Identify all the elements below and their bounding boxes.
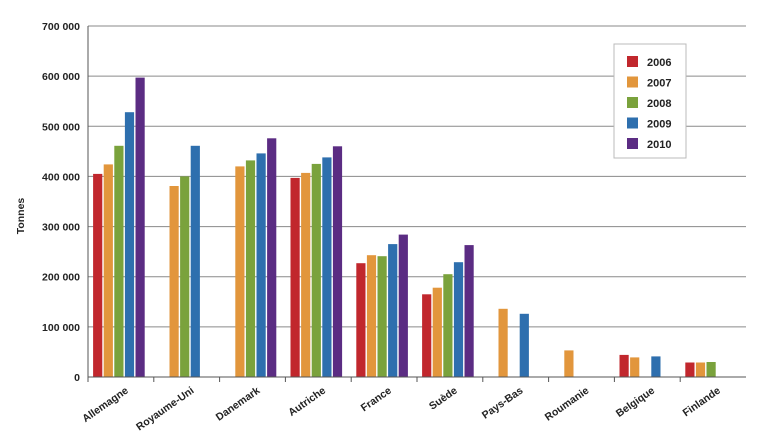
bar-2008-royaume-uni bbox=[180, 176, 190, 377]
bar-2006-allemagne bbox=[93, 173, 103, 377]
x-category-label: Roumanie bbox=[543, 385, 592, 424]
y-tick-label: 400 000 bbox=[42, 171, 80, 183]
bar-2007-danemark bbox=[235, 166, 245, 377]
bar-2007-finlande bbox=[695, 362, 706, 377]
bar-2009-autriche bbox=[322, 157, 332, 377]
legend-label-2006: 2006 bbox=[647, 57, 671, 69]
bar-2009-suède bbox=[453, 262, 464, 377]
bar-2009-danemark bbox=[256, 153, 266, 377]
x-category-label: Allemagne bbox=[80, 385, 131, 425]
x-category-label: Belgique bbox=[614, 385, 657, 420]
legend-box bbox=[613, 43, 687, 159]
x-category-label: Danemark bbox=[214, 385, 263, 424]
legend-swatch-2009 bbox=[627, 117, 638, 129]
bar-2006-autriche bbox=[290, 177, 300, 377]
bar-2009-belgique bbox=[651, 356, 661, 377]
legend-label-2010: 2010 bbox=[647, 139, 671, 151]
bar-2007-autriche bbox=[301, 172, 311, 377]
legend-label-2008: 2008 bbox=[647, 98, 671, 110]
y-tick-label: 0 bbox=[74, 372, 80, 384]
bar-2006-belgique bbox=[619, 354, 629, 377]
y-tick-label: 700 000 bbox=[42, 21, 80, 33]
bar-2008-autriche bbox=[311, 163, 321, 377]
legend-swatch-2008 bbox=[627, 97, 638, 108]
bar-2008-suède bbox=[443, 274, 453, 377]
y-axis-label: Tonnes bbox=[15, 198, 27, 235]
bar-2009-allemagne bbox=[124, 112, 135, 377]
bar-2010-france bbox=[398, 234, 408, 377]
y-axis-ticks: 0 100 000 200 000 300 000 400 000 500 000 600 … bbox=[42, 21, 80, 384]
y-tick-label: 500 000 bbox=[42, 121, 80, 133]
legend: 2006 2007 2008 2009 2010 bbox=[613, 43, 687, 159]
bar-2007-belgique bbox=[630, 357, 640, 377]
legend-swatch-2006 bbox=[627, 56, 638, 67]
bar-2008-finlande bbox=[706, 362, 716, 377]
x-category-label: Pays-Bas bbox=[480, 385, 526, 422]
y-tick-label: 300 000 bbox=[42, 222, 80, 234]
bar-2009-pays-bas bbox=[519, 313, 529, 377]
x-axis-categories: Allemagne Royaume-Uni Danemark Autriche Fran… bbox=[80, 377, 723, 433]
bar-2007-suède bbox=[432, 287, 442, 377]
bar-2007-roumanie bbox=[564, 350, 574, 377]
bar-2009-royaume-uni bbox=[190, 145, 200, 377]
bar-2006-finlande bbox=[685, 362, 695, 377]
bar-2008-danemark bbox=[245, 160, 256, 377]
bar-2010-allemagne bbox=[135, 77, 145, 377]
bar-2010-danemark bbox=[267, 138, 277, 377]
bar-2009-france bbox=[388, 244, 398, 377]
bar-2007-allemagne bbox=[103, 164, 113, 377]
legend-swatch-2010 bbox=[627, 138, 638, 149]
bar-2010-autriche bbox=[332, 146, 343, 377]
x-category-label: France bbox=[359, 385, 394, 415]
legend-label-2007: 2007 bbox=[647, 78, 671, 90]
bar-2010-suède bbox=[464, 245, 474, 377]
bar-2006-france bbox=[356, 263, 366, 377]
y-tick-label: 600 000 bbox=[42, 71, 80, 83]
bar-2007-pays-bas bbox=[498, 308, 508, 377]
x-category-label: Suède bbox=[427, 385, 460, 413]
bars bbox=[93, 77, 716, 377]
bar-2008-france bbox=[377, 256, 387, 377]
bar-2008-allemagne bbox=[114, 145, 124, 377]
x-category-label: Royaume-Uni bbox=[134, 385, 196, 434]
bar-2006-suède bbox=[422, 294, 432, 377]
y-tick-label: 200 000 bbox=[42, 272, 80, 284]
bar-2007-royaume-uni bbox=[169, 186, 179, 377]
bar-2007-france bbox=[366, 255, 377, 377]
x-category-label: Autriche bbox=[286, 385, 328, 419]
legend-swatch-2007 bbox=[627, 76, 638, 88]
legend-label-2009: 2009 bbox=[647, 119, 671, 131]
x-category-label: Finlande bbox=[681, 385, 723, 420]
y-tick-label: 100 000 bbox=[42, 322, 80, 334]
